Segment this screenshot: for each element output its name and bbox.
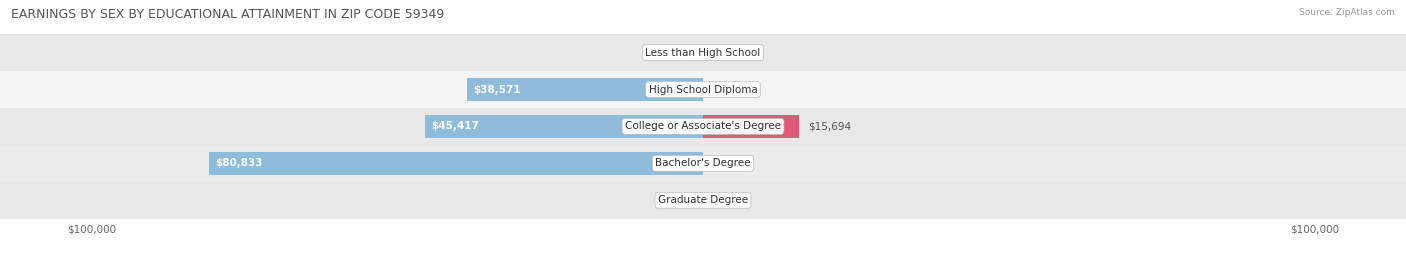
Bar bbox=[0, 145, 1406, 182]
Text: $15,694: $15,694 bbox=[808, 121, 851, 132]
Text: Bachelor's Degree: Bachelor's Degree bbox=[655, 158, 751, 168]
Text: $0: $0 bbox=[713, 158, 725, 168]
Legend: Male, Female: Male, Female bbox=[651, 268, 755, 269]
Bar bbox=[426, 115, 703, 138]
Text: $80,833: $80,833 bbox=[215, 158, 263, 168]
Text: EARNINGS BY SEX BY EDUCATIONAL ATTAINMENT IN ZIP CODE 59349: EARNINGS BY SEX BY EDUCATIONAL ATTAINMEN… bbox=[11, 8, 444, 21]
Text: Less than High School: Less than High School bbox=[645, 48, 761, 58]
Bar bbox=[703, 115, 799, 138]
Text: $0: $0 bbox=[681, 48, 693, 58]
Bar bbox=[0, 34, 1406, 71]
Text: $0: $0 bbox=[713, 48, 725, 58]
Bar bbox=[0, 71, 1406, 108]
Text: $38,571: $38,571 bbox=[474, 84, 522, 94]
Text: College or Associate's Degree: College or Associate's Degree bbox=[626, 121, 780, 132]
Text: High School Diploma: High School Diploma bbox=[648, 84, 758, 94]
Text: $0: $0 bbox=[681, 195, 693, 205]
Text: $0: $0 bbox=[713, 195, 725, 205]
Text: Graduate Degree: Graduate Degree bbox=[658, 195, 748, 205]
Text: $0: $0 bbox=[713, 84, 725, 94]
Bar bbox=[467, 78, 703, 101]
Text: $45,417: $45,417 bbox=[432, 121, 479, 132]
Bar bbox=[209, 152, 703, 175]
Bar bbox=[0, 182, 1406, 219]
Bar bbox=[0, 108, 1406, 145]
Text: Source: ZipAtlas.com: Source: ZipAtlas.com bbox=[1299, 8, 1395, 17]
